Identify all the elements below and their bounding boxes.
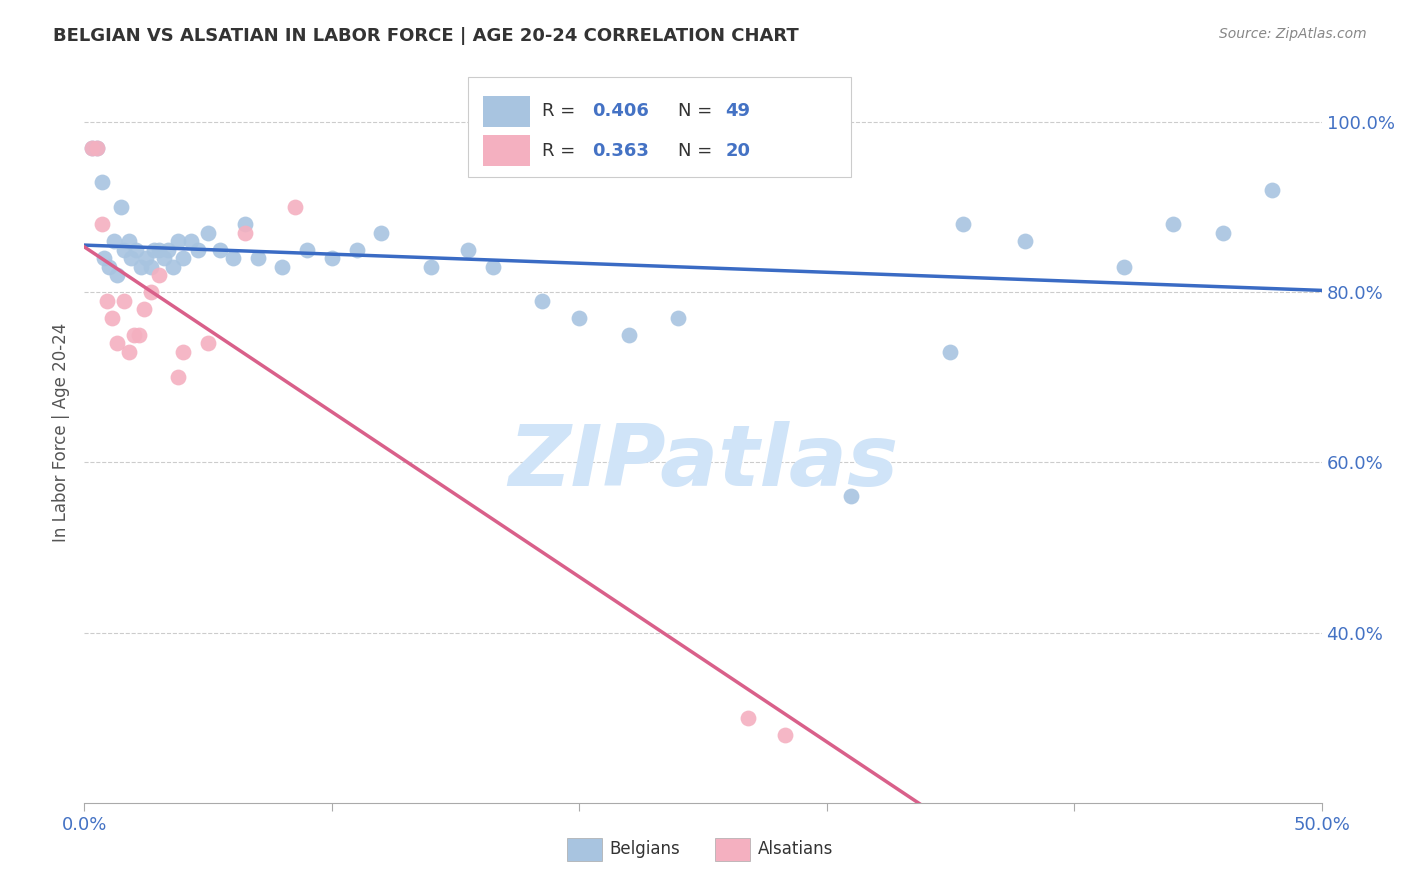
Point [284, 200, 307, 214]
Text: 49: 49 [725, 103, 751, 120]
Bar [482, 135, 530, 166]
Bar [567, 838, 602, 861]
Point [197, 226, 219, 240]
Point [481, 260, 503, 274]
Point [110, 200, 132, 214]
Point [148, 268, 170, 283]
Point [122, 327, 145, 342]
Text: R =: R = [543, 142, 581, 160]
Point [346, 243, 368, 257]
Text: N =: N = [678, 142, 718, 160]
Point [233, 226, 256, 240]
Point [197, 336, 219, 351]
Point [1112, 260, 1135, 274]
Point [773, 728, 796, 742]
Point [162, 260, 184, 274]
Text: R =: R = [543, 103, 581, 120]
Point [209, 243, 232, 257]
Point [295, 243, 318, 257]
Bar [482, 95, 530, 127]
Point [1212, 226, 1234, 240]
Point [148, 243, 170, 257]
Point [841, 490, 863, 504]
Point [96, 293, 118, 308]
Point [90, 175, 112, 189]
Point [112, 293, 135, 308]
Text: Source: ZipAtlas.com: Source: ZipAtlas.com [1219, 27, 1367, 41]
Point [172, 251, 194, 265]
Text: 20: 20 [725, 142, 751, 160]
Point [617, 327, 640, 342]
Point [271, 260, 294, 274]
Point [98, 260, 121, 274]
Point [100, 310, 122, 325]
Point [737, 711, 759, 725]
Point [141, 285, 163, 300]
FancyBboxPatch shape [468, 78, 852, 178]
Point [105, 268, 128, 283]
Point [132, 302, 155, 317]
Point [531, 293, 554, 308]
Point [118, 234, 141, 248]
Point [80, 140, 103, 154]
Bar [716, 838, 749, 861]
Point [246, 251, 269, 265]
Point [222, 251, 245, 265]
Point [172, 344, 194, 359]
Point [112, 243, 135, 257]
Y-axis label: In Labor Force | Age 20-24: In Labor Force | Age 20-24 [52, 323, 70, 542]
Point [568, 310, 591, 325]
Point [419, 260, 441, 274]
Point [939, 344, 962, 359]
Point [457, 243, 479, 257]
Point [321, 251, 343, 265]
Point [135, 251, 157, 265]
Point [141, 260, 163, 274]
Text: ZIPatlas: ZIPatlas [508, 421, 898, 504]
Point [80, 140, 103, 154]
Point [167, 234, 190, 248]
Text: Belgians: Belgians [609, 840, 679, 858]
Text: 0.363: 0.363 [592, 142, 648, 160]
Point [157, 243, 180, 257]
Point [167, 370, 190, 384]
Point [1161, 217, 1184, 231]
Point [128, 327, 150, 342]
Text: BELGIAN VS ALSATIAN IN LABOR FORCE | AGE 20-24 CORRELATION CHART: BELGIAN VS ALSATIAN IN LABOR FORCE | AGE… [53, 27, 799, 45]
Point [142, 243, 165, 257]
Point [103, 234, 125, 248]
Point [233, 217, 256, 231]
Point [129, 260, 152, 274]
Point [370, 226, 392, 240]
Point [1014, 234, 1036, 248]
Text: N =: N = [678, 103, 718, 120]
Point [105, 336, 128, 351]
Point [187, 243, 209, 257]
Point [1261, 183, 1284, 197]
Point [90, 217, 112, 231]
Point [952, 217, 974, 231]
Point [118, 344, 141, 359]
Point [93, 251, 115, 265]
Point [120, 251, 142, 265]
Point [180, 234, 202, 248]
Text: Alsatians: Alsatians [758, 840, 832, 858]
Point [666, 310, 689, 325]
Point [125, 243, 148, 257]
Point [86, 140, 108, 154]
Point [152, 251, 174, 265]
Point [86, 140, 108, 154]
Text: 0.406: 0.406 [592, 103, 648, 120]
